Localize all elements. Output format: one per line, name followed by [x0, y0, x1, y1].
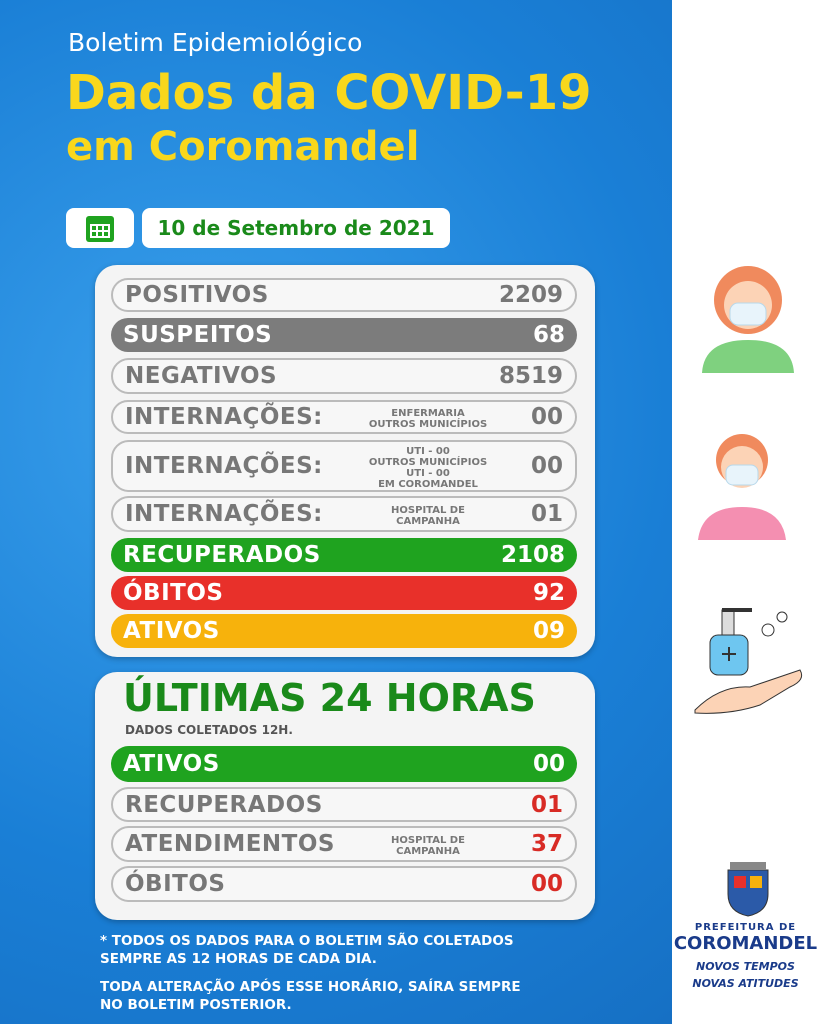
row-label: ATIVOS: [123, 618, 220, 644]
row: ATENDIMENTOS HOSPITAL DE CAMPANHA 37: [111, 826, 577, 862]
row-value: 2108: [500, 542, 565, 568]
slogan: NOVOS TEMPOS: [696, 960, 795, 973]
totals-card: POSITIVOS 2209 SUSPEITOS 68 NEGATIVOS 8519 INT…: [95, 265, 595, 657]
row-value: 68: [532, 322, 565, 348]
row-value: 01: [530, 501, 563, 527]
coat-of-arms: [727, 862, 769, 917]
row: POSITIVOS 2209: [111, 278, 577, 312]
note-line: HOSPITAL DE: [391, 505, 465, 516]
row-label: RECUPERADOS: [125, 791, 323, 818]
note-line: EM COROMANDEL: [378, 479, 478, 490]
note-line: OUTROS MUNICÍPIOS: [368, 419, 488, 430]
row-label: ÓBITOS: [125, 871, 226, 897]
row: ATIVOS 09: [111, 614, 577, 648]
row-label: POSITIVOS: [125, 282, 269, 308]
row-label: NEGATIVOS: [125, 363, 278, 389]
title-line: Dados da COVID-19: [66, 65, 592, 121]
logo-line1: PREFEITURA DE: [694, 922, 797, 933]
row: NEGATIVOS 8519: [111, 358, 577, 394]
row-value: 00: [530, 453, 563, 479]
row: ATIVOS 00: [111, 746, 577, 782]
row: ÓBITOS 00: [111, 866, 577, 902]
row: ÓBITOS 92: [111, 576, 577, 610]
row-value: 37: [530, 831, 563, 857]
note-line: UTI - 00: [406, 468, 450, 479]
slogan: NOVAS ATITUDES: [692, 977, 799, 990]
calendar-box: [66, 208, 134, 248]
footnote-line: TODA ALTERAÇÃO APÓS ESSE HORÁRIO, SAÍRA …: [100, 979, 521, 995]
footnote: * TODOS OS DADOS PARA O BOLETIM SÃO COLE…: [100, 932, 514, 968]
last24-title: ÚLTIMAS 24 HORAS: [123, 676, 536, 720]
row-value: 8519: [498, 363, 563, 389]
row-note: HOSPITAL DE CAMPANHA: [353, 835, 503, 857]
title: Dados da COVID-19 em Coromandel: [66, 66, 592, 174]
date: 10 de Setembro de 2021: [142, 208, 450, 248]
title-line: em Coromandel: [66, 124, 420, 170]
row-label: INTERNAÇÕES:: [125, 501, 323, 527]
row: RECUPERADOS 2108: [111, 538, 577, 572]
note-line: CAMPANHA: [396, 846, 460, 857]
row: INTERNAÇÕES: ENFERMARIA OUTROS MUNICÍPIOS 0…: [111, 400, 577, 434]
kicker: Boletim Epidemiológico: [68, 28, 363, 57]
logo: PREFEITURA DE COROMANDEL NOVOS TEMPOS NO…: [672, 922, 819, 990]
row-label: ÓBITOS: [123, 580, 224, 606]
row: SUSPEITOS 68: [111, 318, 577, 352]
last24-card: ÚLTIMAS 24 HORAS DADOS COLETADOS 12H. AT…: [95, 672, 595, 920]
row-value: 01: [530, 791, 563, 818]
last24-subtitle: DADOS COLETADOS 12H.: [125, 723, 293, 737]
footnote-line: * TODOS OS DADOS PARA O BOLETIM SÃO COLE…: [100, 933, 514, 949]
row-label: ATIVOS: [123, 751, 220, 777]
calendar-icon: [86, 216, 114, 242]
row-note: UTI - 00 OUTROS MUNICÍPIOS UTI - 00 EM CORO…: [353, 446, 503, 490]
row: RECUPERADOS 01: [111, 787, 577, 822]
note-line: CAMPANHA: [396, 516, 460, 527]
illustrations: [694, 266, 803, 714]
row: INTERNAÇÕES: UTI - 00 OUTROS MUNICÍPIOS UTI…: [111, 440, 577, 492]
note-line: OUTROS MUNICÍPIOS: [368, 457, 488, 468]
footnote-line: SEMPRE AS 12 HORAS DE CADA DIA.: [100, 951, 377, 967]
note-line: ENFERMARIA: [391, 408, 465, 419]
row-value: 00: [532, 751, 565, 777]
row-value: 00: [530, 404, 563, 430]
row-note: ENFERMARIA OUTROS MUNICÍPIOS: [353, 408, 503, 430]
row-value: 2209: [498, 282, 563, 308]
logo-line2: COROMANDEL: [673, 933, 818, 954]
row-label: INTERNAÇÕES:: [125, 453, 323, 479]
row-label: ATENDIMENTOS: [125, 831, 335, 857]
row-value: 09: [532, 618, 565, 644]
note-line: UTI - 00: [406, 446, 450, 457]
row-note: HOSPITAL DE CAMPANHA: [353, 505, 503, 527]
row: INTERNAÇÕES: HOSPITAL DE CAMPANHA 01: [111, 496, 577, 532]
footnote: TODA ALTERAÇÃO APÓS ESSE HORÁRIO, SAÍRA …: [100, 978, 521, 1014]
row-value: 00: [530, 871, 563, 897]
footnote-line: NO BOLETIM POSTERIOR.: [100, 997, 292, 1013]
row-label: INTERNAÇÕES:: [125, 404, 323, 430]
note-line: HOSPITAL DE: [391, 835, 465, 846]
row-label: SUSPEITOS: [123, 322, 273, 348]
row-label: RECUPERADOS: [123, 542, 321, 568]
row-value: 92: [532, 580, 565, 606]
